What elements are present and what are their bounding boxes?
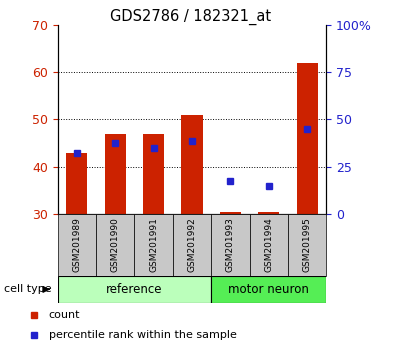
Bar — [250, 214, 288, 276]
Text: GDS2786 / 182321_at: GDS2786 / 182321_at — [111, 9, 271, 25]
Bar — [143, 134, 164, 214]
Bar — [58, 276, 211, 303]
Bar — [211, 214, 250, 276]
Bar — [66, 153, 88, 214]
Bar — [173, 214, 211, 276]
Text: motor neuron: motor neuron — [228, 283, 309, 296]
Bar — [135, 214, 173, 276]
Text: cell type: cell type — [4, 284, 52, 295]
Text: percentile rank within the sample: percentile rank within the sample — [49, 330, 236, 339]
Bar — [220, 212, 241, 214]
Bar — [181, 115, 203, 214]
Text: GSM201991: GSM201991 — [149, 217, 158, 272]
Bar — [105, 134, 126, 214]
Bar — [297, 63, 318, 214]
Bar — [288, 214, 326, 276]
Text: GSM201989: GSM201989 — [72, 217, 82, 272]
Bar — [96, 214, 135, 276]
Text: reference: reference — [106, 283, 163, 296]
Text: GSM201993: GSM201993 — [226, 217, 235, 272]
Bar — [58, 214, 96, 276]
Text: GSM201995: GSM201995 — [302, 217, 312, 272]
Text: GSM201990: GSM201990 — [111, 217, 120, 272]
Text: GSM201994: GSM201994 — [264, 217, 273, 272]
Bar — [211, 276, 326, 303]
Bar — [258, 212, 279, 214]
Text: GSM201992: GSM201992 — [187, 217, 197, 272]
Text: count: count — [49, 309, 80, 320]
